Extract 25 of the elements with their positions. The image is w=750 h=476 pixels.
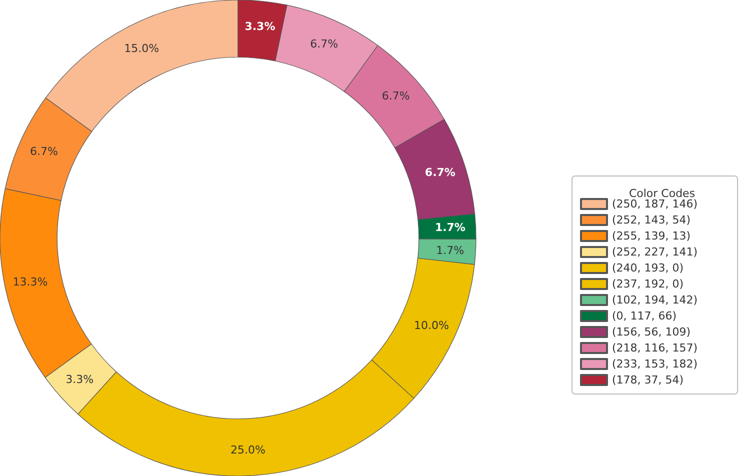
legend-label: (255, 139, 13) <box>612 230 691 242</box>
legend-label: (102, 194, 142) <box>612 294 698 306</box>
legend-label: (178, 37, 54) <box>612 374 684 386</box>
data-label: 25.0% <box>230 444 266 457</box>
data-label: 6.7% <box>382 89 410 102</box>
data-label: 3.3% <box>66 373 94 386</box>
data-label: 6.7% <box>310 37 338 50</box>
data-label: 15.0% <box>124 42 160 56</box>
legend-label: (252, 227, 141) <box>612 246 698 258</box>
legend-label: (218, 116, 157) <box>612 342 698 354</box>
data-label: 13.3% <box>12 276 48 289</box>
data-label: 10.0% <box>414 319 449 332</box>
legend-label: (233, 153, 182) <box>612 358 698 370</box>
legend-label: (0, 117, 66) <box>612 310 677 322</box>
legend-title: Color Codes <box>628 187 696 200</box>
legend-label: (250, 187, 146) <box>612 198 698 210</box>
data-label: 1.7% <box>434 221 466 234</box>
data-label: 6.7% <box>30 145 58 158</box>
legend-label: (156, 56, 109) <box>612 326 691 338</box>
legend-label: (237, 192, 0) <box>612 278 684 290</box>
data-label: 3.3% <box>244 20 276 34</box>
legend-label: (252, 143, 54) <box>612 214 691 226</box>
data-label: 6.7% <box>424 166 456 180</box>
legend-label: (240, 193, 0) <box>612 262 684 274</box>
data-label: 1.7% <box>436 244 464 257</box>
